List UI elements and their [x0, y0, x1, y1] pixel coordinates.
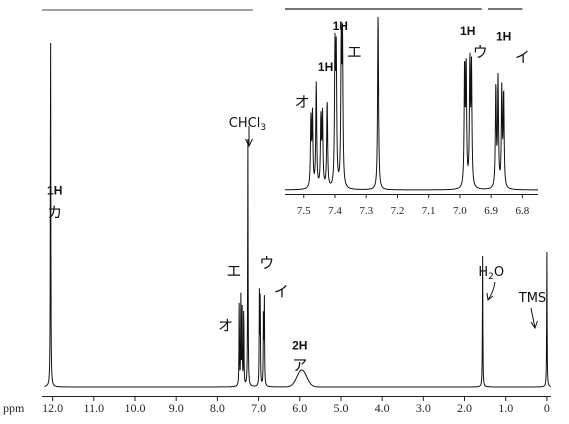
x-tick-label: 12.0	[42, 401, 63, 415]
peak-annotation: イ	[274, 283, 289, 301]
main-plot: 12.0 11.0 10.0 9.0 8.0 7.0 6.0 5.0 4.0 3.0 2.0 1.0 0…	[3, 42, 552, 415]
x-tick-label: 7.1	[422, 205, 436, 217]
x-tick-label: 9.0	[169, 401, 184, 415]
main-ticks	[52, 397, 548, 401]
peak-annotation: 2H	[292, 338, 307, 352]
peak-annotation: エ	[226, 262, 241, 280]
inset-spectrum-trace	[285, 17, 538, 191]
main-annotations: 1H カ CHCl3 エオ ウイ 2H ア H2O TMS	[47, 116, 546, 374]
x-tick-label: 7.3	[359, 205, 373, 217]
inset-annotations: オ 1H 1H エ 1H ウ 1H イ	[295, 19, 530, 111]
x-tick-label: 8.0	[210, 401, 225, 415]
peak-annotation: イ	[515, 48, 530, 66]
x-tick-label: 0	[544, 401, 550, 415]
x-tick-label: 5.0	[333, 401, 348, 415]
peak-annotation: ウ	[473, 43, 488, 61]
peak-annotation: 1H	[460, 24, 475, 38]
peak-annotation: 1H	[496, 30, 511, 44]
peak-annotation: CHCl3	[229, 116, 266, 133]
peak-annotation: オ	[295, 93, 310, 111]
x-tick-label: 10.0	[125, 401, 146, 415]
x-tick-label: 3.0	[416, 401, 431, 415]
x-tick-label: 7.4	[328, 205, 342, 217]
x-tick-label: 7.2	[391, 205, 405, 217]
x-tick-label: 1.0	[498, 401, 513, 415]
x-tick-label: 7.5	[297, 205, 311, 217]
peak-annotation: エ	[347, 43, 362, 61]
x-tick-label: 6.8	[516, 205, 530, 217]
x-tick-label: 6.9	[484, 205, 498, 217]
h2o-arrow	[486, 281, 496, 301]
peak-annotation: ウ	[259, 254, 274, 272]
peak-annotation: 1H	[333, 19, 348, 33]
main-tick-labels: 12.0 11.0 10.0 9.0 8.0 7.0 6.0 5.0 4.0 3.0 2.0 1.0 0	[42, 401, 550, 415]
x-axis-unit-label: ppm	[3, 401, 25, 415]
main-spectrum-trace	[44, 42, 552, 388]
peak-annotation: H2O	[478, 265, 504, 282]
inset-plot: 7.5 7.4 7.3 7.2 7.1 7.0 6.9 6.8 オ 1H 1H エ 1H ウ 1H イ	[285, 8, 538, 217]
x-tick-label: 2.0	[457, 401, 472, 415]
peak-annotation: カ	[47, 203, 62, 221]
x-tick-label: 7.0	[453, 205, 467, 217]
annotation-arrows	[245, 126, 538, 330]
inset-ticks	[303, 195, 523, 198]
peak-annotation: ア	[292, 356, 307, 374]
inset-tick-labels: 7.5 7.4 7.3 7.2 7.1 7.0 6.9 6.8	[297, 205, 530, 217]
x-tick-label: 7.0	[251, 401, 266, 415]
peak-annotation: 1H	[47, 184, 62, 198]
peak-annotation: 1H	[318, 60, 333, 74]
x-tick-label: 11.0	[84, 401, 105, 415]
peak-annotation: TMS	[518, 291, 546, 306]
x-tick-label: 6.0	[292, 401, 307, 415]
chcl3-arrow	[245, 126, 253, 148]
x-tick-label: 4.0	[375, 401, 390, 415]
peak-annotation: オ	[218, 316, 233, 334]
tms-arrow	[530, 307, 538, 330]
